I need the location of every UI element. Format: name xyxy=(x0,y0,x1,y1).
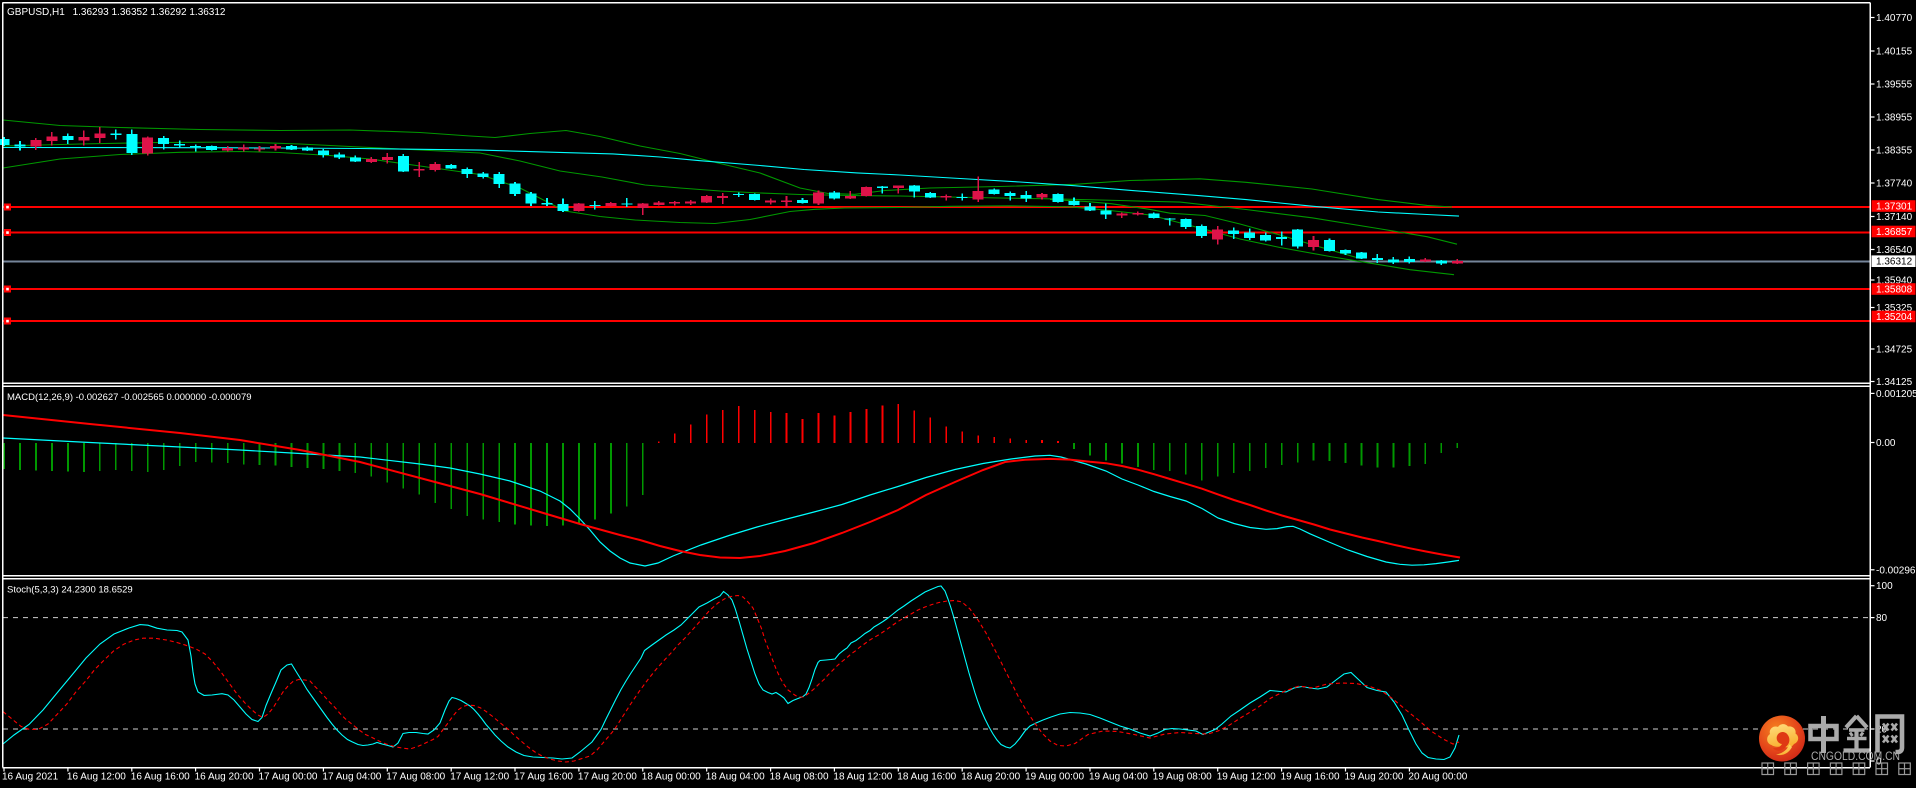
svg-text:0.001205: 0.001205 xyxy=(1876,389,1916,400)
svg-text:18 Aug 00:00: 18 Aug 00:00 xyxy=(642,772,701,783)
svg-text:1.40155: 1.40155 xyxy=(1876,47,1913,58)
svg-text:80: 80 xyxy=(1876,613,1888,624)
svg-text:1.37140: 1.37140 xyxy=(1876,212,1913,223)
svg-text:1.35204: 1.35204 xyxy=(1876,312,1913,323)
svg-text:MACD(12,26,9) -0.002627 -0.002: MACD(12,26,9) -0.002627 -0.002565 0.0000… xyxy=(7,392,252,403)
svg-text:16 Aug 12:00: 16 Aug 12:00 xyxy=(67,772,126,783)
svg-text:100: 100 xyxy=(1876,581,1893,592)
svg-text:1.35940: 1.35940 xyxy=(1876,276,1913,287)
svg-text:0.00: 0.00 xyxy=(1876,438,1896,449)
svg-text:GBPUSD,H1 1.36293 1.36352 1.3: GBPUSD,H1 1.36293 1.36352 1.36292 1.3631… xyxy=(7,7,226,18)
svg-text:Stoch(5,3,3) 24.2300 18.6529: Stoch(5,3,3) 24.2300 18.6529 xyxy=(7,585,133,596)
svg-text:CNGOLD.COM.CN: CNGOLD.COM.CN xyxy=(1811,749,1900,763)
svg-text:19 Aug 04:00: 19 Aug 04:00 xyxy=(1089,772,1148,783)
svg-text:18 Aug 20:00: 18 Aug 20:00 xyxy=(961,772,1020,783)
svg-text:1.36540: 1.36540 xyxy=(1876,245,1913,256)
svg-text:19 Aug 20:00: 19 Aug 20:00 xyxy=(1345,772,1404,783)
svg-text:17 Aug 12:00: 17 Aug 12:00 xyxy=(450,772,509,783)
svg-text:20: 20 xyxy=(1876,725,1888,736)
svg-text:20 Aug 00:00: 20 Aug 00:00 xyxy=(1408,772,1467,783)
svg-text:19 Aug 08:00: 19 Aug 08:00 xyxy=(1153,772,1212,783)
svg-text:18 Aug 08:00: 18 Aug 08:00 xyxy=(770,772,829,783)
svg-text:16 Aug 2021: 16 Aug 2021 xyxy=(2,772,59,783)
svg-text:19 Aug 16:00: 19 Aug 16:00 xyxy=(1281,772,1340,783)
svg-text:18 Aug 12:00: 18 Aug 12:00 xyxy=(833,772,892,783)
svg-text:19 Aug 12:00: 19 Aug 12:00 xyxy=(1217,772,1276,783)
svg-text:17 Aug 00:00: 17 Aug 00:00 xyxy=(259,772,318,783)
svg-text:-0.00296: -0.00296 xyxy=(1876,565,1916,576)
svg-text:1.34125: 1.34125 xyxy=(1876,377,1913,388)
svg-text:16 Aug 20:00: 16 Aug 20:00 xyxy=(195,772,254,783)
svg-text:1.37740: 1.37740 xyxy=(1876,179,1913,190)
svg-text:1.36857: 1.36857 xyxy=(1876,227,1913,238)
svg-text:17 Aug 04:00: 17 Aug 04:00 xyxy=(322,772,381,783)
svg-text:1.40770: 1.40770 xyxy=(1876,13,1913,24)
svg-text:1.34725: 1.34725 xyxy=(1876,345,1913,356)
svg-text:17 Aug 20:00: 17 Aug 20:00 xyxy=(578,772,637,783)
svg-text:18 Aug 16:00: 18 Aug 16:00 xyxy=(897,772,956,783)
svg-text:1.39555: 1.39555 xyxy=(1876,80,1913,91)
svg-text:0: 0 xyxy=(1876,757,1882,768)
svg-text:19 Aug 00:00: 19 Aug 00:00 xyxy=(1025,772,1084,783)
svg-text:17 Aug 08:00: 17 Aug 08:00 xyxy=(386,772,445,783)
svg-text:1.35325: 1.35325 xyxy=(1876,303,1913,314)
svg-text:1.38355: 1.38355 xyxy=(1876,146,1913,157)
svg-text:16 Aug 16:00: 16 Aug 16:00 xyxy=(131,772,190,783)
svg-text:1.37301: 1.37301 xyxy=(1876,202,1913,213)
svg-text:17 Aug 16:00: 17 Aug 16:00 xyxy=(514,772,573,783)
svg-text:1.36312: 1.36312 xyxy=(1876,257,1913,268)
svg-text:18 Aug 04:00: 18 Aug 04:00 xyxy=(706,772,765,783)
svg-text:1.35808: 1.35808 xyxy=(1876,285,1913,296)
svg-text:1.38955: 1.38955 xyxy=(1876,113,1913,124)
